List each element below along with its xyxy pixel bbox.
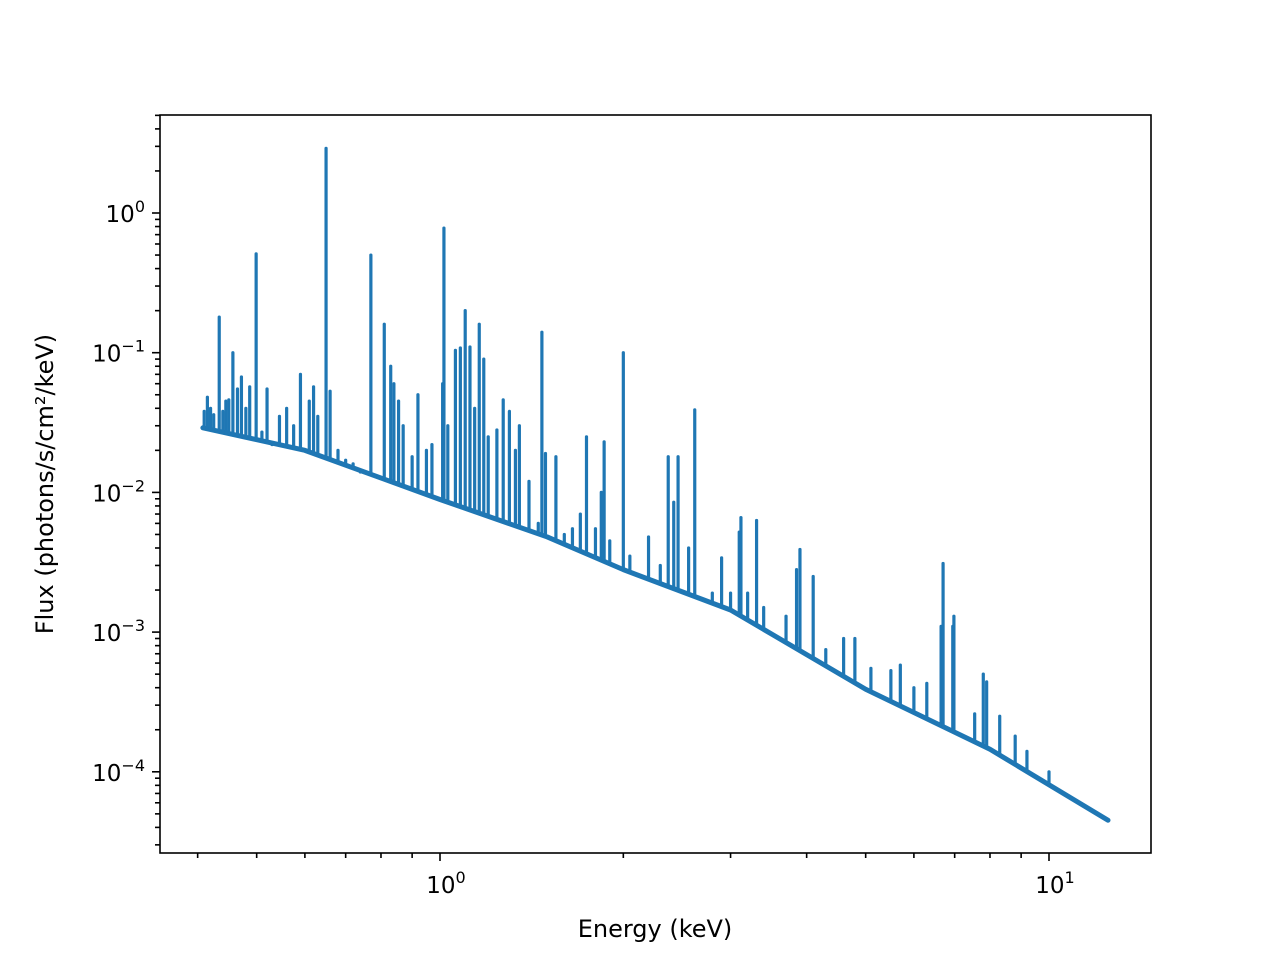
- tick-base: 10: [1035, 873, 1064, 899]
- y-tick-label: 10−1: [92, 337, 145, 368]
- tick-exponent: 0: [456, 868, 466, 887]
- x-tick-label: 101: [1035, 868, 1074, 899]
- tick-base: 10: [92, 342, 121, 368]
- series-flux: [200, 146, 1111, 823]
- tick-base: 10: [92, 761, 121, 787]
- tick-base: 10: [106, 202, 135, 228]
- y-tick-label: 100: [106, 197, 145, 228]
- y-axis-label: Flux (photons/s/cm²/keV): [31, 334, 59, 634]
- tick-exponent: 0: [135, 197, 145, 216]
- tick-exponent: −2: [121, 476, 145, 495]
- tick-base: 10: [426, 873, 455, 899]
- tick-exponent: 1: [1065, 868, 1075, 887]
- tick-exponent: −1: [121, 337, 145, 356]
- tick-base: 10: [92, 621, 121, 647]
- y-tick-label: 10−4: [92, 756, 145, 787]
- plot-frame: [159, 114, 1152, 854]
- tick-base: 10: [92, 481, 121, 507]
- y-tick-label: 10−2: [92, 476, 145, 507]
- x-tick-label: 100: [426, 868, 465, 899]
- tick-exponent: −4: [121, 756, 145, 775]
- tick-exponent: −3: [121, 616, 145, 635]
- x-axis-label: Energy (keV): [578, 915, 733, 943]
- y-tick-label: 10−3: [92, 616, 145, 647]
